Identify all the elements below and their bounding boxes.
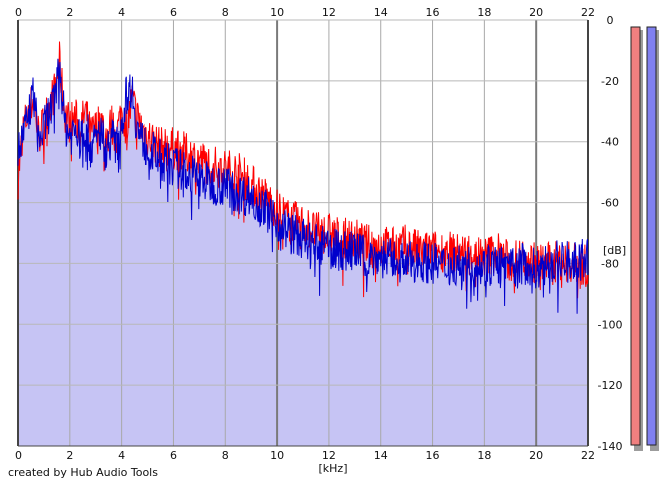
x-tick-label-bottom-9: 18 (477, 449, 491, 462)
y-tick-label-1: -20 (601, 75, 619, 88)
x-axis-label: [kHz] (319, 462, 348, 475)
x-tick-label-top-2: 4 (118, 6, 125, 19)
credit-text: created by Hub Audio Tools (8, 466, 158, 479)
x-tick-label-top-10: 20 (529, 6, 543, 19)
y-tick-label-5: -100 (598, 318, 623, 331)
y-tick-label-7: -140 (598, 440, 623, 453)
x-tick-label-top-6: 12 (322, 6, 336, 19)
x-tick-labels-top: 0 2 4 6 8 10 12 14 16 18 20 22 (15, 6, 595, 19)
x-tick-label-bottom-11: 22 (581, 449, 595, 462)
x-tick-label-top-8: 16 (426, 6, 440, 19)
axes (17, 20, 589, 447)
y-tick-labels: 0 -20 -40 -60 -80 -100 -120 -140 (598, 14, 623, 453)
y-tick-label-3: -60 (601, 197, 619, 210)
series-line-1 (17, 58, 589, 314)
x-tick-label-top-9: 18 (477, 6, 491, 19)
x-tick-label-bottom-3: 6 (170, 449, 177, 462)
x-tick-label-bottom-10: 20 (529, 449, 543, 462)
x-tick-label-bottom-6: 12 (322, 449, 336, 462)
series-lines (17, 41, 589, 314)
x-tick-labels-bottom: 0 2 4 6 8 10 12 14 16 18 20 22 (15, 449, 595, 462)
x-tick-label-bottom-7: 14 (374, 449, 388, 462)
y-tick-label-6: -120 (598, 379, 623, 392)
x-tick-label-bottom-2: 4 (118, 449, 125, 462)
x-tick-label-top-5: 10 (270, 6, 284, 19)
x-tick-label-top-0: 0 (15, 6, 22, 19)
level-meter-0 (630, 26, 641, 446)
level-meter-1 (646, 26, 657, 446)
x-tick-label-bottom-1: 2 (66, 449, 73, 462)
x-tick-label-top-7: 14 (374, 6, 388, 19)
level-meters (630, 26, 659, 451)
x-tick-label-top-1: 2 (66, 6, 73, 19)
x-tick-label-bottom-4: 8 (222, 449, 229, 462)
y-tick-label-0: 0 (607, 14, 614, 27)
x-tick-label-top-4: 8 (222, 6, 229, 19)
y-tick-label-4: -80 (601, 257, 619, 270)
x-tick-label-bottom-0: 0 (15, 449, 22, 462)
x-tick-label-top-3: 6 (170, 6, 177, 19)
x-tick-label-bottom-8: 16 (426, 449, 440, 462)
y-tick-label-2: -40 (601, 136, 619, 149)
y-axis-label: [dB] (603, 244, 626, 257)
x-tick-label-bottom-5: 10 (270, 449, 284, 462)
x-tick-label-top-11: 22 (581, 6, 595, 19)
